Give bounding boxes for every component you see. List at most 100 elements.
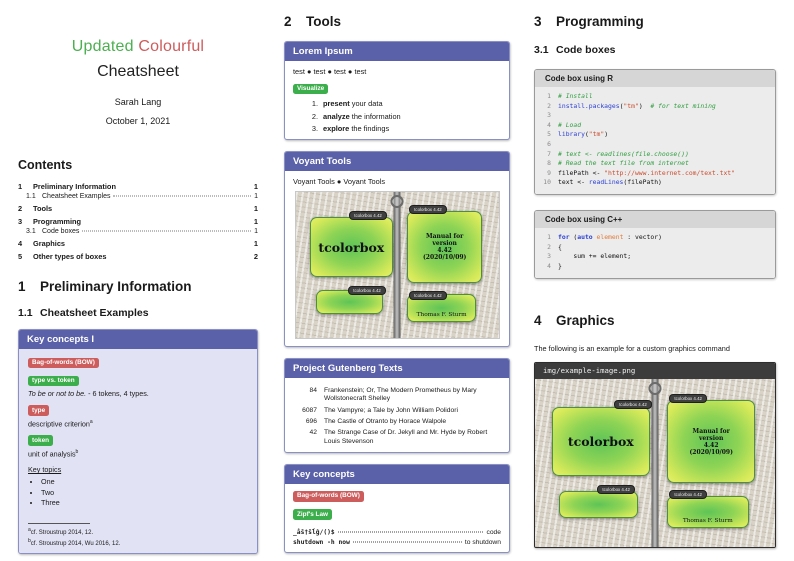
footnote-rule — [28, 523, 90, 525]
type-definition: descriptive criteriona — [28, 419, 248, 428]
toc-number: 3 — [18, 217, 23, 226]
key-concepts-1-body: Bag-of-words (BOW) type vs. token To be … — [19, 349, 257, 554]
version-badge: tcolorbox 4.42 — [669, 490, 707, 500]
key-topics-list: One Two Three — [41, 477, 248, 507]
toc-page: 1 — [253, 182, 258, 191]
code-line: 4 # Load — [547, 120, 582, 129]
code-line: 2{ — [547, 242, 562, 251]
footnote-b: bcf. Stroustrup 2014, Wu 2016, 12. — [28, 538, 248, 547]
column-left: Updated Colourful Cheatsheet Sarah Lang … — [18, 0, 258, 555]
toc-number: 4 — [18, 239, 23, 248]
image-path-label: img/example-image.png — [535, 362, 775, 379]
toc-entry-code-boxes[interactable]: 3.1 Code boxes 1 — [18, 228, 258, 235]
topic-item: Three — [41, 498, 248, 507]
lorem-ipsum-body: test ● test ● test ● test Visualize 1. p… — [285, 61, 509, 139]
code-line: 1 for (auto element : vector) — [547, 233, 662, 242]
graphics-intro-text: The following is an example for a custom… — [534, 343, 730, 353]
author-name: Sarah Lang — [114, 97, 162, 107]
concept-type: type descriptive criteriona — [28, 405, 248, 428]
toc-label: Graphics — [33, 239, 66, 248]
book-title: The Castle of Otranto by Horace Walpole — [324, 417, 447, 425]
step-keyword: present — [323, 99, 350, 109]
command-text: shutdown -h now — [293, 539, 350, 547]
dot-leader — [352, 541, 462, 543]
key-concepts-1-header: Key concepts I — [19, 330, 257, 349]
voyant-tools-box: Voyant Tools Voyant Tools ● Voyant Tools… — [284, 151, 510, 348]
toc-entry-graphics[interactable]: 4 Graphics 1 — [18, 239, 258, 248]
footnote-a-text: cf. Stroustrup 2014, 12. — [30, 529, 94, 536]
quote-text: To be or not to be. — [28, 388, 87, 398]
step-text: present your data — [323, 99, 383, 108]
toc-page: 1 — [253, 204, 258, 213]
toc-label: Cheatsheet Examples — [42, 193, 111, 200]
cpp-code-listing[interactable]: 1 for (auto element : vector) 2{3 sum += e… — [535, 228, 775, 278]
toc-number: 3.1 — [26, 228, 36, 235]
visualize-badge: Visualize — [293, 83, 329, 95]
test-items-line: test ● test ● test ● test — [293, 67, 367, 76]
quote-analysis: - 6 tokens, 4 types. — [86, 388, 149, 398]
code-line: 8 # Read the text file from internet — [547, 159, 689, 168]
footnote-b-text: cf. Stroustrup 2014, Wu 2016, 12. — [30, 541, 121, 548]
voyant-tools-header: Voyant Tools — [285, 152, 509, 172]
example-image-box: img/example-image.png tcolorbox tcolorbo… — [534, 361, 776, 548]
visualize-row: Visualize — [293, 83, 501, 95]
toc-entry-cheatsheet-examples[interactable]: 1.1 Cheatsheet Examples 1 — [18, 193, 258, 200]
steps-list: 1. present your data 2. analyze the info… — [293, 99, 501, 133]
code-line: 2 install.packages("tm") # for text minin… — [547, 101, 716, 110]
command-row: _åŝ†ŝĺĝ/()$ code — [293, 529, 501, 536]
section-title: Graphics — [556, 312, 615, 328]
toc-entry-preliminary-information[interactable]: 1 Preliminary Information 1 — [18, 182, 258, 191]
toc-entry-programming[interactable]: 3 Programming 1 — [18, 217, 258, 226]
key-topics-label: Key topics — [28, 465, 62, 475]
document-title-line2: Cheatsheet — [97, 63, 179, 80]
subsection-title: Code boxes — [556, 44, 616, 56]
section-number: 4 — [534, 312, 542, 328]
zipper-graphic — [651, 378, 659, 547]
contents-heading: Contents — [18, 158, 73, 172]
toc-dot-leader — [113, 195, 252, 197]
gutenberg-row: 6087 The Vampyre; a Tale by John William… — [293, 407, 501, 416]
lorem-ipsum-box: Lorem Ipsum test ● test ● test ● test Vi… — [284, 41, 510, 141]
topic-item: One — [41, 477, 248, 486]
tcolorbox-title-box: tcolorbox — [551, 407, 650, 477]
footnote-a: acf. Stroustrup 2014, 12. — [28, 527, 248, 536]
step-number: 1. — [311, 99, 318, 109]
version-badge: tcolorbox 4.42 — [614, 399, 652, 409]
version-badge: tcolorbox 4.42 — [669, 394, 707, 404]
topic-item: Two — [41, 488, 248, 497]
book-title: The Vampyre; a Tale by John William Poli… — [324, 406, 458, 414]
footnote-b-mark: b — [28, 538, 31, 545]
toc-label: Other types of boxes — [33, 252, 107, 261]
toc-dot-leader — [82, 230, 252, 232]
token-definition: unit of analysisb — [28, 449, 248, 458]
book-id: 42 — [309, 429, 317, 436]
type-definition-text: descriptive criterion — [28, 418, 90, 428]
manual-version-box: Manual for version 4.42 (2020/10/09) — [667, 400, 756, 483]
step-keyword: analyze — [323, 111, 350, 121]
type-badge: type — [28, 405, 50, 417]
section-number: 2 — [284, 14, 292, 29]
key-concepts-2-box: Key concepts Bag-of-words (BOW) Zipf's L… — [284, 464, 510, 554]
r-code-listing[interactable]: 1 # Install 2 install.packages("tm") # for … — [535, 87, 775, 195]
toc-entry-other-boxes[interactable]: 5 Other types of boxes 2 — [18, 252, 258, 261]
subsection-number: 3.1 — [534, 44, 549, 56]
subsection-number: 1.1 — [18, 307, 33, 319]
tcolorbox-title-box: tcolorbox — [309, 217, 393, 278]
footnote-a-mark: a — [28, 526, 31, 533]
tcolorbox-example-image: tcolorbox tcolorbox 4.42 Manual for vers… — [535, 378, 775, 547]
title-word-updated: Updated — [71, 38, 134, 55]
title-block: Updated Colourful Cheatsheet Sarah Lang … — [18, 38, 258, 126]
step-number: 2. — [311, 111, 318, 121]
toc-page: 2 — [253, 252, 258, 261]
toc-entry-tools[interactable]: 2 Tools 1 — [18, 204, 258, 213]
toc-page: 1 — [254, 193, 258, 200]
version-badge: tcolorbox 4.42 — [409, 205, 447, 215]
step-item: 3. explore the findings — [293, 124, 501, 133]
column-right: 3 Programming 3.1 Code boxes Code box us… — [534, 0, 776, 548]
key-concepts-2-body: Bag-of-words (BOW) Zipf's Law _åŝ†ŝĺĝ/()… — [285, 484, 509, 552]
section-heading-programming: 3 Programming — [534, 14, 776, 29]
cpp-code-box-title: Code box using C++ — [535, 211, 775, 229]
zipf-law-badge: Zipf's Law — [293, 509, 332, 520]
step-rest: the findings — [349, 124, 390, 134]
